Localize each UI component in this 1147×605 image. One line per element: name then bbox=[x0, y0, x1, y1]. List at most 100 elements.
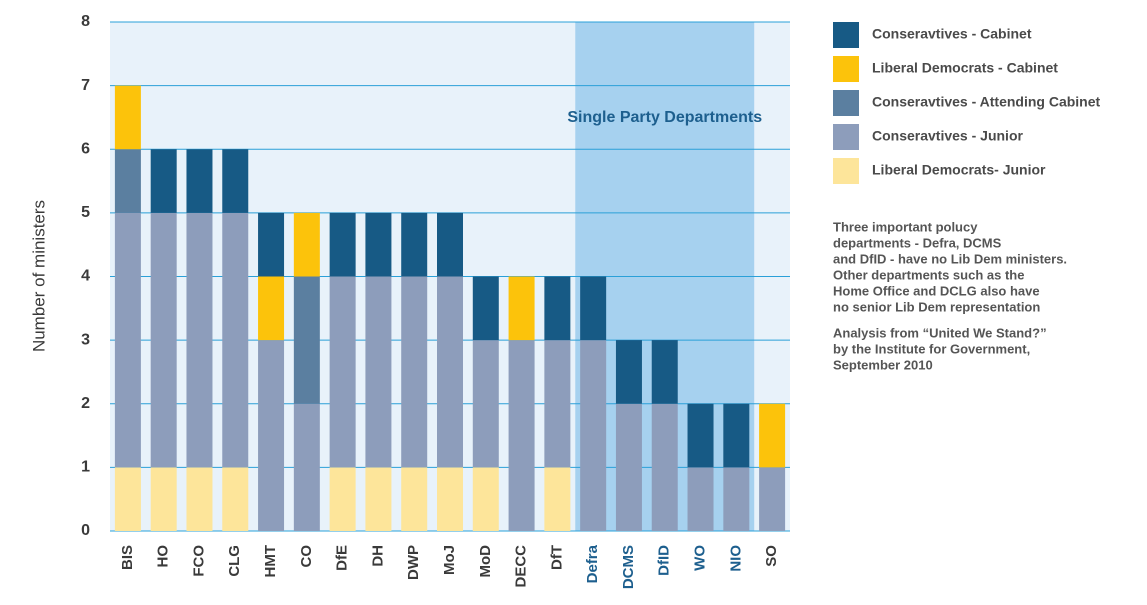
x-tick-label: DfT bbox=[548, 545, 565, 570]
bar-segment bbox=[437, 212, 463, 277]
note-line: Analysis from “United We Stand?” bbox=[833, 325, 1047, 340]
legend-label: Conseravtives - Cabinet bbox=[872, 26, 1032, 42]
bar-segment bbox=[114, 85, 141, 150]
legend-label: Conseravtives - Attending Cabinet bbox=[872, 94, 1101, 110]
y-tick-label: 2 bbox=[81, 395, 90, 412]
bar-segment bbox=[293, 212, 320, 277]
x-tick-label: CO bbox=[298, 545, 315, 568]
x-tick-label: DECC bbox=[513, 545, 530, 588]
y-tick-label: 8 bbox=[81, 13, 90, 30]
legend-label: Liberal Democrats- Junior bbox=[872, 162, 1046, 178]
note-line: by the Institute for Government, bbox=[833, 341, 1030, 356]
bar-segment bbox=[580, 340, 607, 531]
bar-segment bbox=[150, 149, 177, 213]
bar-segment bbox=[544, 467, 571, 531]
y-tick-label: 3 bbox=[81, 331, 90, 348]
y-tick-label: 0 bbox=[81, 522, 90, 539]
bar-segment bbox=[472, 276, 499, 341]
x-tick-label: DWP bbox=[405, 545, 422, 580]
bar-segment bbox=[544, 340, 571, 468]
y-tick-label: 1 bbox=[81, 459, 90, 476]
bar-segment bbox=[615, 340, 642, 404]
bar-segment bbox=[437, 467, 463, 531]
x-tick-label: FCO bbox=[190, 545, 207, 577]
bar-segment bbox=[293, 403, 320, 531]
x-tick-label: SO bbox=[763, 545, 780, 567]
bar-segment bbox=[329, 467, 356, 531]
bar-segment bbox=[222, 212, 249, 468]
legend-swatch bbox=[833, 22, 859, 48]
legend-label: Liberal Democrats - Cabinet bbox=[872, 60, 1058, 76]
bar-segment bbox=[365, 276, 392, 468]
bar-segment bbox=[329, 212, 356, 277]
bar-segment bbox=[759, 467, 786, 531]
bar-segment bbox=[329, 276, 356, 468]
legend-swatch bbox=[833, 124, 859, 150]
bar-segment bbox=[723, 403, 750, 468]
bar-segment bbox=[365, 467, 392, 531]
bar-segment bbox=[580, 276, 607, 341]
x-tick-label: HO bbox=[155, 545, 172, 568]
bar-segment bbox=[401, 276, 428, 468]
legend-label: Conseravtives - Junior bbox=[872, 128, 1023, 144]
x-tick-label: Defra bbox=[584, 544, 601, 583]
y-tick-label: 6 bbox=[81, 140, 90, 157]
bar-segment bbox=[651, 340, 678, 404]
note-line: Home Office and DCLG also have bbox=[833, 283, 1040, 298]
bar-segment bbox=[114, 149, 141, 213]
bar-segment bbox=[365, 212, 392, 277]
bar-segment bbox=[222, 467, 249, 531]
bar-segment bbox=[186, 212, 213, 468]
note-line: departments - Defra, DCMS bbox=[833, 235, 1002, 250]
note-line: Other departments such as the bbox=[833, 267, 1024, 282]
bar-segment bbox=[687, 403, 714, 468]
y-tick-label: 5 bbox=[81, 204, 90, 221]
bar-segment bbox=[472, 340, 499, 468]
bar-segment bbox=[114, 212, 141, 468]
bar-segment bbox=[401, 467, 428, 531]
note-line: no senior Lib Dem representation bbox=[833, 299, 1040, 314]
note-line: and DfID - have no Lib Dem ministers. bbox=[833, 251, 1067, 266]
x-tick-label: CLG bbox=[226, 545, 243, 577]
note-line: September 2010 bbox=[833, 357, 933, 372]
x-tick-label: MoD bbox=[477, 545, 494, 578]
bar-segment bbox=[114, 467, 141, 531]
bar-segment bbox=[222, 149, 249, 213]
x-tick-label: NIO bbox=[727, 545, 744, 572]
legend-swatch bbox=[833, 56, 859, 82]
bar-segment bbox=[258, 212, 285, 277]
bar-segment bbox=[687, 467, 714, 531]
x-tick-label: DCMS bbox=[620, 545, 637, 589]
bar-segment bbox=[293, 276, 320, 404]
y-tick-label: 4 bbox=[81, 268, 90, 285]
bar-segment bbox=[401, 212, 428, 277]
bar-segment bbox=[186, 149, 213, 213]
legend-swatch bbox=[833, 158, 859, 184]
legend-swatch bbox=[833, 90, 859, 116]
bar-segment bbox=[437, 276, 463, 468]
x-tick-label: MoJ bbox=[441, 545, 458, 575]
note-line: Three important polucy bbox=[833, 219, 978, 234]
highlight-label: Single Party Departments bbox=[567, 109, 762, 126]
bar-segment bbox=[723, 467, 750, 531]
bar-segment bbox=[150, 212, 177, 468]
bar-segment bbox=[651, 403, 678, 531]
x-tick-label: DfID bbox=[656, 545, 673, 576]
bar-segment bbox=[186, 467, 213, 531]
bar-segment bbox=[258, 276, 285, 341]
x-tick-label: DfE bbox=[334, 545, 351, 571]
y-axis-label: Number of ministers bbox=[29, 200, 48, 352]
bar-segment bbox=[508, 340, 535, 531]
x-tick-label: BIS bbox=[119, 545, 136, 570]
x-tick-label: HMT bbox=[262, 545, 279, 578]
y-tick-label: 7 bbox=[81, 77, 90, 94]
bar-segment bbox=[150, 467, 177, 531]
bar-segment bbox=[759, 403, 786, 468]
bar-segment bbox=[508, 276, 535, 341]
x-tick-label: DH bbox=[369, 545, 386, 567]
bar-segment bbox=[615, 403, 642, 531]
bar-segment bbox=[258, 340, 285, 531]
x-tick-label: WO bbox=[691, 545, 708, 571]
bar-segment bbox=[472, 467, 499, 531]
